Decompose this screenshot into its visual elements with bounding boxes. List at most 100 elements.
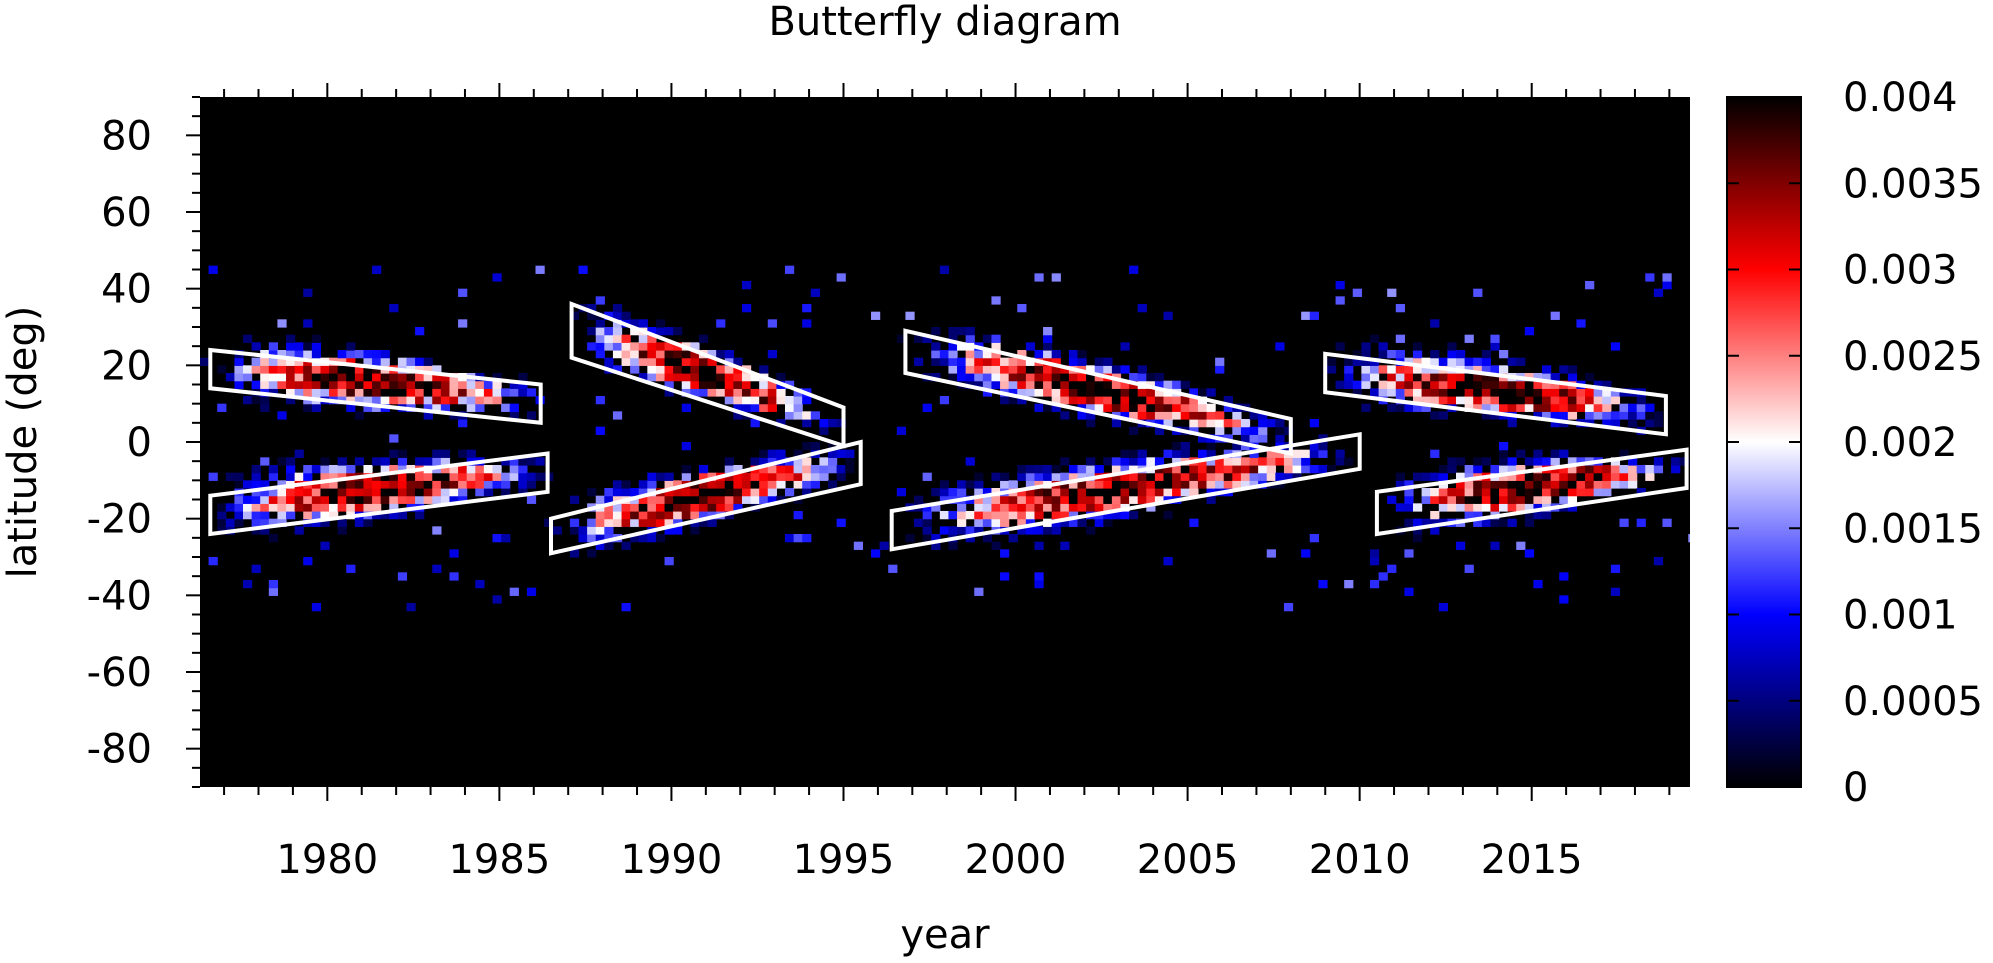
heat-cell xyxy=(673,327,683,336)
heat-cell xyxy=(509,403,519,412)
heat-cell xyxy=(1524,327,1535,336)
heat-cell xyxy=(939,488,950,497)
heat-cell xyxy=(655,503,666,512)
heat-cell xyxy=(957,511,967,520)
heat-cell xyxy=(1533,488,1543,497)
heat-cell xyxy=(1154,403,1165,412)
heat-cell xyxy=(1094,388,1104,397)
heat-cell xyxy=(1662,273,1672,282)
heat-cell xyxy=(303,373,313,382)
heat-cell xyxy=(1318,449,1328,458)
heat-cell xyxy=(1025,480,1036,489)
heat-cell xyxy=(1326,365,1337,374)
heat-cell xyxy=(1550,311,1560,320)
heat-cell xyxy=(1137,449,1147,458)
heat-cell xyxy=(1610,411,1621,420)
heat-cell xyxy=(372,503,382,512)
heat-cell xyxy=(1456,472,1466,481)
heat-cell xyxy=(440,495,451,504)
heat-cell xyxy=(1585,373,1595,382)
heat-cell xyxy=(1516,503,1526,512)
heat-cell xyxy=(664,480,674,489)
heat-cell xyxy=(294,365,304,374)
heat-cell xyxy=(1025,388,1036,397)
heat-cell xyxy=(303,472,313,481)
heat-cell xyxy=(982,334,993,343)
heat-cell xyxy=(277,357,287,366)
heat-cell xyxy=(1086,403,1096,412)
heat-cell xyxy=(1025,465,1036,474)
heat-cell xyxy=(1017,488,1027,497)
heat-cell xyxy=(1025,526,1036,535)
heat-cell xyxy=(638,334,648,343)
heat-cell xyxy=(1172,480,1182,489)
heat-cell xyxy=(415,457,425,466)
heat-cell xyxy=(793,411,803,420)
x-tick-label: 1995 xyxy=(793,837,895,883)
heat-cell xyxy=(690,357,700,366)
heat-cell xyxy=(1645,465,1655,474)
heat-cell xyxy=(346,350,356,359)
heat-cell xyxy=(337,480,347,489)
heat-cell xyxy=(1447,495,1457,504)
heat-cell xyxy=(647,534,657,543)
heat-cell xyxy=(1662,281,1672,290)
heat-cell xyxy=(423,380,433,389)
heat-cell xyxy=(1137,373,1147,382)
heat-cell xyxy=(957,480,967,489)
heat-cell xyxy=(1301,465,1311,474)
heat-cell xyxy=(741,281,752,290)
heat-cell xyxy=(1412,534,1423,543)
heat-cell xyxy=(372,350,382,359)
heat-cell xyxy=(741,380,752,389)
heat-cell xyxy=(1507,465,1517,474)
heat-cell xyxy=(1499,380,1509,389)
heat-cell xyxy=(810,288,820,297)
heat-cell xyxy=(1430,518,1440,527)
heat-cell xyxy=(1077,388,1087,397)
heat-cell xyxy=(1137,304,1147,313)
heat-cell xyxy=(1111,472,1122,481)
heat-cell xyxy=(1499,480,1509,489)
heat-cell xyxy=(1111,380,1122,389)
heat-cell xyxy=(1051,503,1061,512)
heat-cell xyxy=(1567,388,1578,397)
heat-cell xyxy=(1000,503,1010,512)
heat-cell xyxy=(1438,411,1448,420)
heat-cell xyxy=(1025,511,1036,520)
heat-cell xyxy=(1490,388,1500,397)
y-axis-label: latitude (deg) xyxy=(0,306,46,579)
heat-cell xyxy=(1533,380,1543,389)
heat-cell xyxy=(432,449,442,458)
heat-cell xyxy=(587,304,597,313)
heat-cell xyxy=(217,526,227,535)
heat-cell xyxy=(1645,419,1655,428)
heat-cell xyxy=(363,373,373,382)
heat-cell xyxy=(1438,380,1448,389)
heat-cell xyxy=(655,518,666,527)
heat-cell xyxy=(638,350,648,359)
heat-cell xyxy=(759,495,769,504)
heat-cell xyxy=(251,480,261,489)
heat-cell xyxy=(931,503,941,512)
heat-cell xyxy=(1043,403,1053,412)
heat-cell xyxy=(243,495,253,504)
heat-cell xyxy=(1524,518,1535,527)
heat-cell xyxy=(1395,380,1405,389)
heat-cell xyxy=(1146,480,1156,489)
heat-cell xyxy=(251,518,261,527)
heat-cell xyxy=(1060,495,1070,504)
heat-cell xyxy=(1395,403,1405,412)
heat-cell xyxy=(1215,457,1225,466)
heat-cell xyxy=(363,403,373,412)
heat-cell xyxy=(1567,457,1578,466)
heat-cell xyxy=(1628,465,1638,474)
heat-cell xyxy=(432,472,442,481)
heat-cell xyxy=(1275,434,1285,443)
heat-cell xyxy=(1593,411,1603,420)
heat-cell xyxy=(1120,511,1130,520)
heat-cell xyxy=(982,380,993,389)
heat-cell xyxy=(1086,380,1096,389)
x-tick-label: 1985 xyxy=(448,837,550,883)
heat-cell xyxy=(1223,396,1233,405)
